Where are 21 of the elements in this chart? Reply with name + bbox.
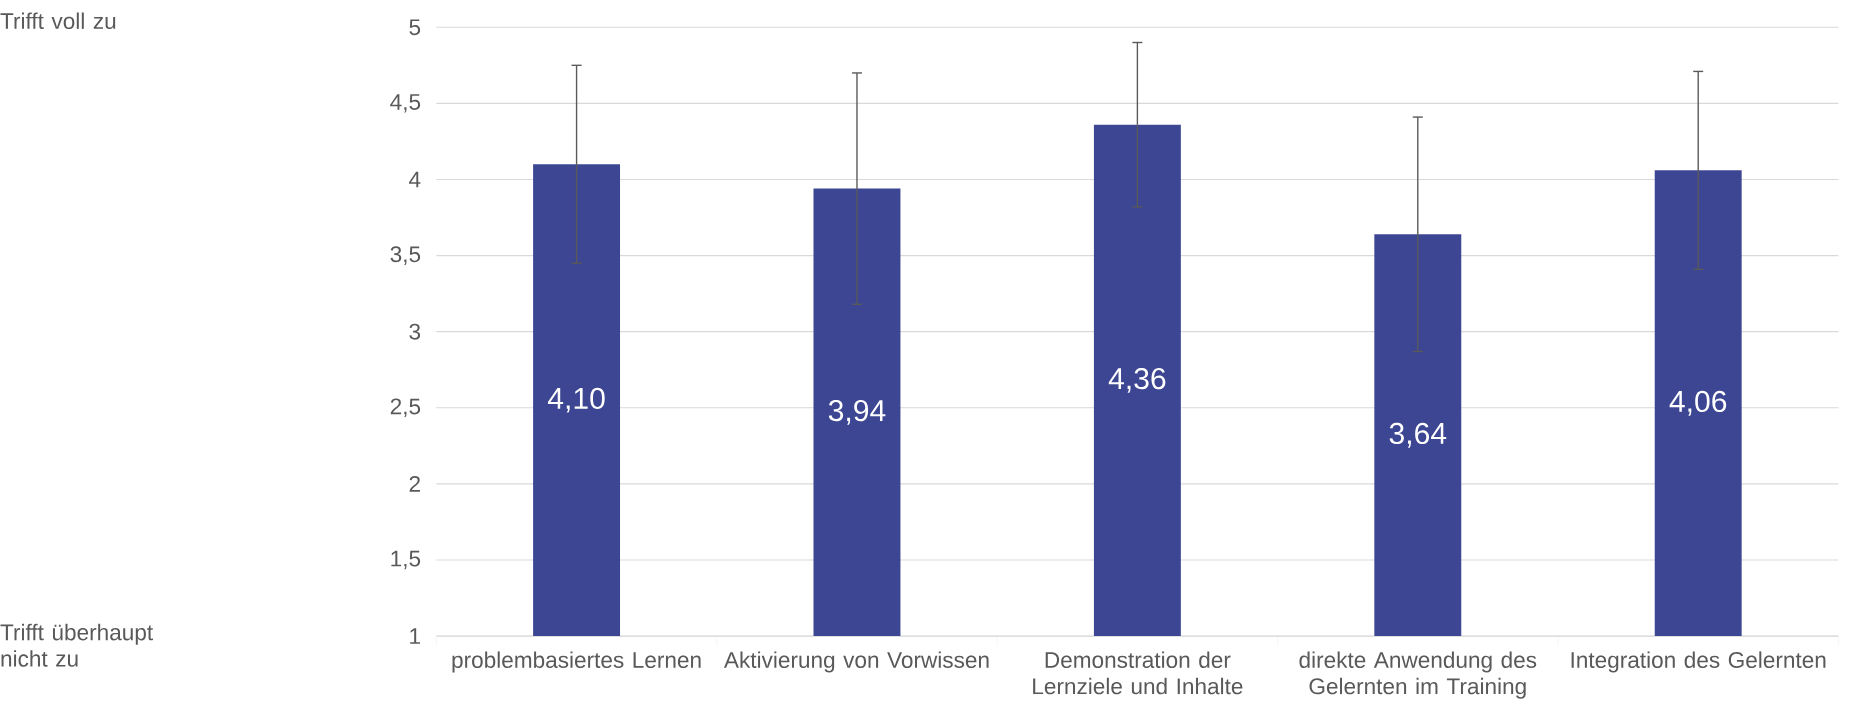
x-tick-label: Demonstration der Lernziele und Inhalte [1033, 651, 1243, 695]
text: Trifft voll zu [0, 12, 116, 29]
x-tick-label: direkte Anwendung des Gelernten im Training [1299, 651, 1537, 699]
y-tick-label: 1 [410, 628, 420, 644]
data-label: 4,36 [1108, 367, 1166, 393]
y-tick-label: 5 [409, 19, 421, 35]
text: Trifft überhaupt nicht zu [0, 623, 153, 667]
y-tick-label: 2 [409, 475, 420, 492]
x-tick-label: problembasiertes Lernen [452, 651, 701, 673]
data-label: 3,94 [828, 399, 886, 425]
data-label: 4,06 [1669, 390, 1727, 416]
y-tick-label: 1,5 [391, 550, 421, 570]
data-label: 4,10 [547, 387, 605, 413]
y-tick-label: 2,5 [390, 398, 421, 417]
y-tick-label: 4 [409, 171, 421, 188]
y-tick-label: 3 [409, 323, 421, 340]
x-tick-label: Aktivierung von Vorwissen [723, 651, 989, 673]
x-tick-label: Integration des Gelernten [1571, 651, 1826, 673]
y-tick-label: 4,5 [390, 94, 421, 113]
data-label: 3,64 [1389, 422, 1447, 448]
y-tick-label: 3,5 [390, 246, 421, 265]
